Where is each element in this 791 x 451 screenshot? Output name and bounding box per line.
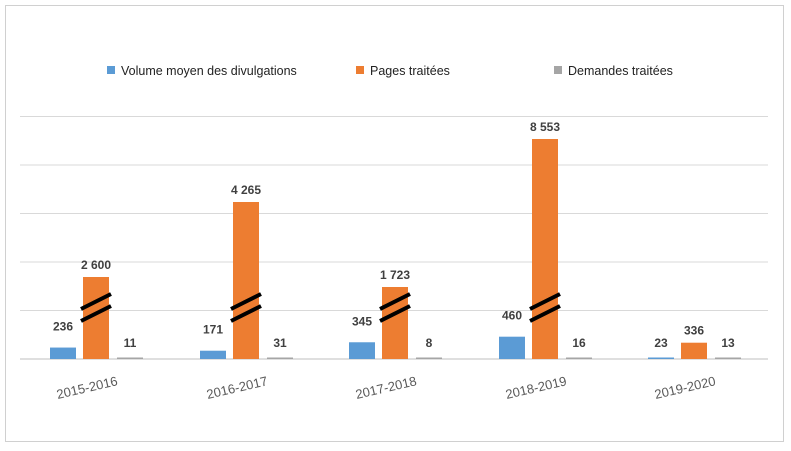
bar — [532, 139, 558, 359]
axis-break-mark — [230, 304, 262, 323]
data-label: 460 — [502, 309, 522, 323]
data-label: 236 — [53, 320, 73, 334]
chart-frame — [5, 5, 784, 442]
axis-break-mark — [80, 292, 112, 311]
axis-break-mark — [379, 292, 411, 311]
axis-break-mark — [529, 304, 561, 323]
data-label: 23 — [654, 336, 668, 350]
data-label: 345 — [352, 314, 372, 328]
axis-break-mark — [529, 292, 561, 311]
category-label: 2017-2018 — [354, 373, 418, 402]
category-label: 2018-2019 — [504, 373, 568, 402]
bar — [648, 357, 674, 359]
bar — [117, 357, 143, 359]
axis-break-mark — [379, 304, 411, 323]
data-label: 8 — [426, 336, 433, 350]
data-label: 4 265 — [231, 183, 261, 197]
bar — [499, 336, 525, 359]
bar — [50, 347, 76, 359]
data-label: 2 600 — [81, 258, 111, 272]
legend-label: Demandes traitées — [568, 64, 673, 78]
data-label: 16 — [572, 336, 586, 350]
category-label: 2016-2017 — [205, 373, 269, 402]
data-label: 13 — [721, 336, 735, 350]
bar — [200, 350, 226, 359]
category-label: 2019-2020 — [653, 373, 717, 402]
data-label: 336 — [684, 324, 704, 338]
bar — [715, 357, 741, 359]
category-label: 2015-2016 — [55, 373, 119, 402]
bar — [233, 202, 259, 359]
data-label: 171 — [203, 323, 223, 337]
data-label: 31 — [273, 336, 287, 350]
bar — [681, 342, 707, 359]
legend-label: Volume moyen des divulgations — [121, 64, 297, 78]
bar — [267, 357, 293, 359]
bar — [349, 342, 375, 359]
legend-swatch — [107, 66, 115, 74]
data-label: 11 — [124, 336, 137, 350]
bar — [566, 357, 592, 359]
axis-break-mark — [230, 292, 262, 311]
data-label: 8 553 — [530, 120, 560, 134]
data-label: 1 723 — [380, 268, 410, 282]
axis-break-mark — [80, 304, 112, 323]
bar — [416, 357, 442, 359]
legend-swatch — [356, 66, 364, 74]
legend-swatch — [554, 66, 562, 74]
legend-label: Pages traitées — [370, 64, 450, 78]
